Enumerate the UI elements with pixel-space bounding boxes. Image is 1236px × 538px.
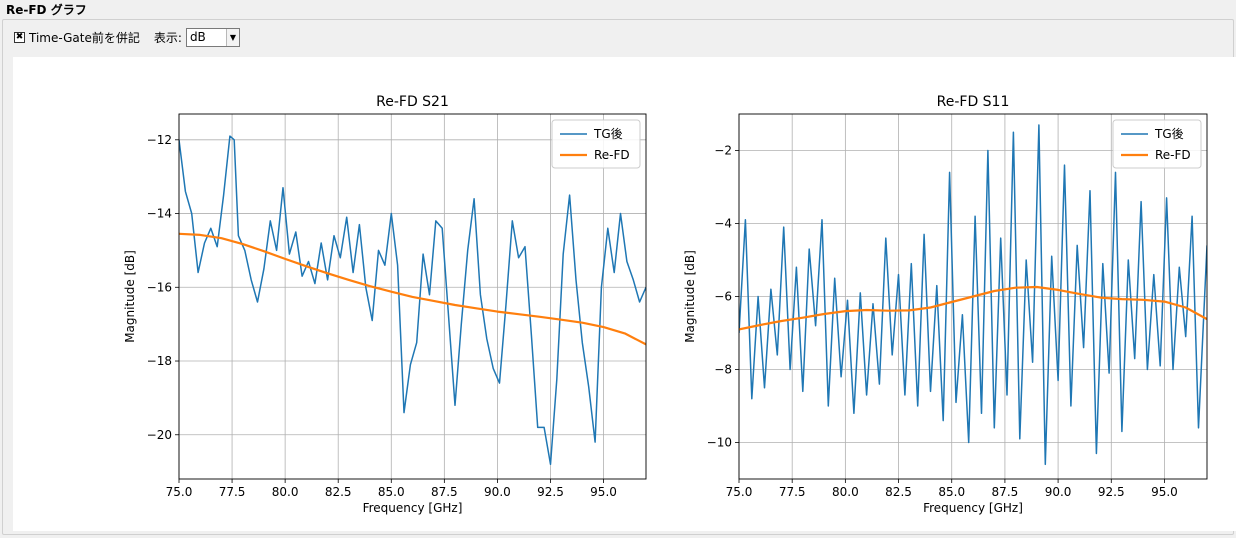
x-tick-label: 75.0 [166,485,193,499]
check-mark-icon: ✖ [15,31,24,42]
y-tick-label: −20 [147,428,172,442]
x-tick-label: 80.0 [272,485,299,499]
y-tick-label: −10 [707,436,732,450]
legend-label: Re-FD [1155,148,1191,162]
x-tick-label: 90.0 [484,485,511,499]
x-tick-label: 82.5 [325,485,352,499]
legend-label: TG後 [593,127,623,141]
x-tick-label: 95.0 [590,485,617,499]
y-tick-label: −14 [147,207,172,221]
y-tick-label: −12 [147,133,172,147]
chart-title: Re-FD S21 [376,94,449,110]
x-tick-label: 95.0 [1151,485,1178,499]
display-label: 表示: [153,30,182,45]
display-select[interactable]: dB ▼ [185,27,240,47]
y-tick-label: −16 [147,280,172,294]
x-tick-label: 77.5 [779,485,806,499]
x-tick-label: 92.5 [1098,485,1125,499]
x-tick-label: 80.0 [832,485,859,499]
y-tick-label: −8 [714,363,732,377]
plot-frame [178,113,647,480]
x-tick-label: 75.0 [726,485,753,499]
group-title: Re-FD グラフ [6,3,87,17]
x-tick-label: 90.0 [1045,485,1072,499]
figure-canvas: 75.0 77.5 80.0 82.5 85.0 87.5 90.0 92.5 95.0 −12 −… [13,57,1236,531]
chevron-down-icon[interactable]: ▼ [225,28,239,46]
y-tick-label: −18 [147,354,172,368]
x-tick-label: 92.5 [537,485,564,499]
x-axis-label: Frequency [GHz] [363,501,463,515]
series-line-refd [179,232,646,346]
series-line-tg [739,124,1207,466]
x-tick-label: 87.5 [431,485,458,499]
series-line-refd [739,285,1207,331]
x-tick-label: 77.5 [219,485,246,499]
y-tick-label: −4 [714,217,732,231]
x-tick-label: 82.5 [885,485,912,499]
y-tick-label: −2 [714,144,732,158]
x-tick-label: 87.5 [992,485,1019,499]
figure-svg: 75.0 77.5 80.0 82.5 85.0 87.5 90.0 92.5 95.0 −12 −… [123,94,1208,515]
x-axis-label: Frequency [GHz] [923,501,1023,515]
series-line-tg [179,135,646,466]
y-tick-label: −6 [714,290,732,304]
x-tick-label: 85.0 [378,485,405,499]
toolbar: ✖ Time-Gate前を併記 表示: dB ▼ [14,27,240,47]
legend-label: Re-FD [594,148,630,162]
time-gate-checkbox[interactable]: ✖ [14,31,25,43]
y-axis-label: Magnitude [dB] [123,250,137,343]
time-gate-checkbox-label[interactable]: Time-Gate前を併記 [29,30,140,45]
legend-label: TG後 [1154,127,1184,141]
chart-title: Re-FD S11 [937,94,1010,110]
y-axis-label: Magnitude [dB] [683,250,697,343]
display-select-value: dB [189,30,206,44]
x-tick-label: 85.0 [938,485,965,499]
